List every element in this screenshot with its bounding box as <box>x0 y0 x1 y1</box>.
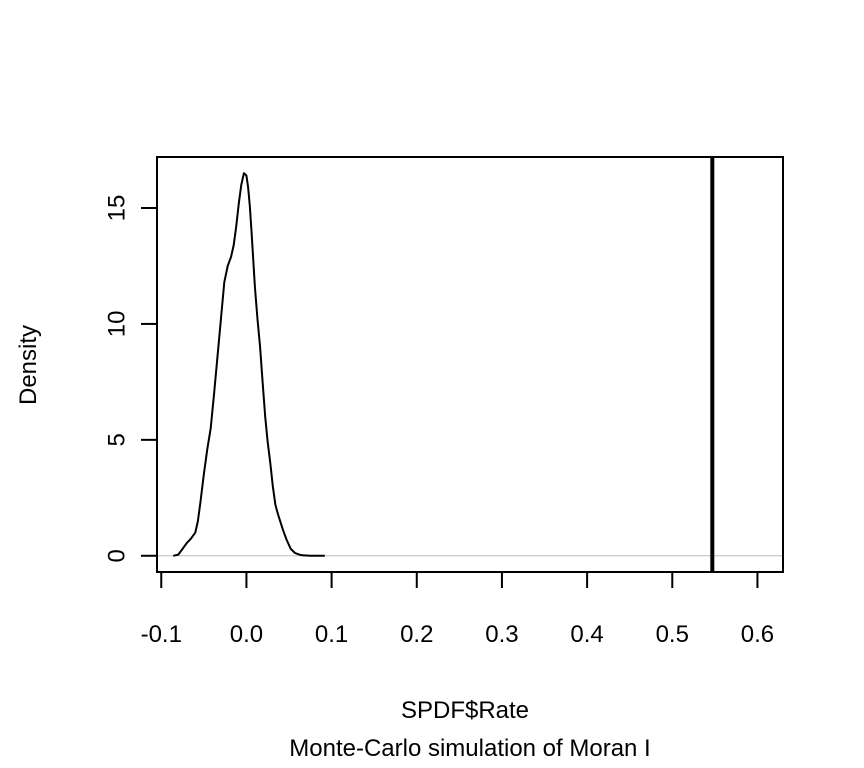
x-tick-label: 0.2 <box>400 621 433 648</box>
y-tick-label: 0 <box>103 549 130 562</box>
x-axis-subtitle: Monte-Carlo simulation of Moran I <box>289 735 650 762</box>
x-axis-title: SPDF$Rate <box>401 697 529 724</box>
x-tick-label: 0.1 <box>315 621 348 648</box>
y-axis-title: Density <box>15 325 42 405</box>
x-tick-label: 0.3 <box>485 621 518 648</box>
x-tick-label: 0.4 <box>570 621 603 648</box>
x-tick-label: 0.6 <box>741 621 774 648</box>
x-axis: -0.1 0.0 0.1 0.2 0.3 0.4 0.5 0.6 <box>141 571 774 648</box>
y-tick-label: 15 <box>103 195 130 222</box>
y-tick-label: 5 <box>103 433 130 446</box>
x-tick-label: 0.5 <box>656 621 689 648</box>
density-curve <box>172 172 325 557</box>
x-tick-label: -0.1 <box>141 621 182 648</box>
x-tick-label: 0.0 <box>230 621 263 648</box>
y-axis: 0 5 10 15 <box>103 195 158 562</box>
y-tick-label: 10 <box>103 311 130 338</box>
